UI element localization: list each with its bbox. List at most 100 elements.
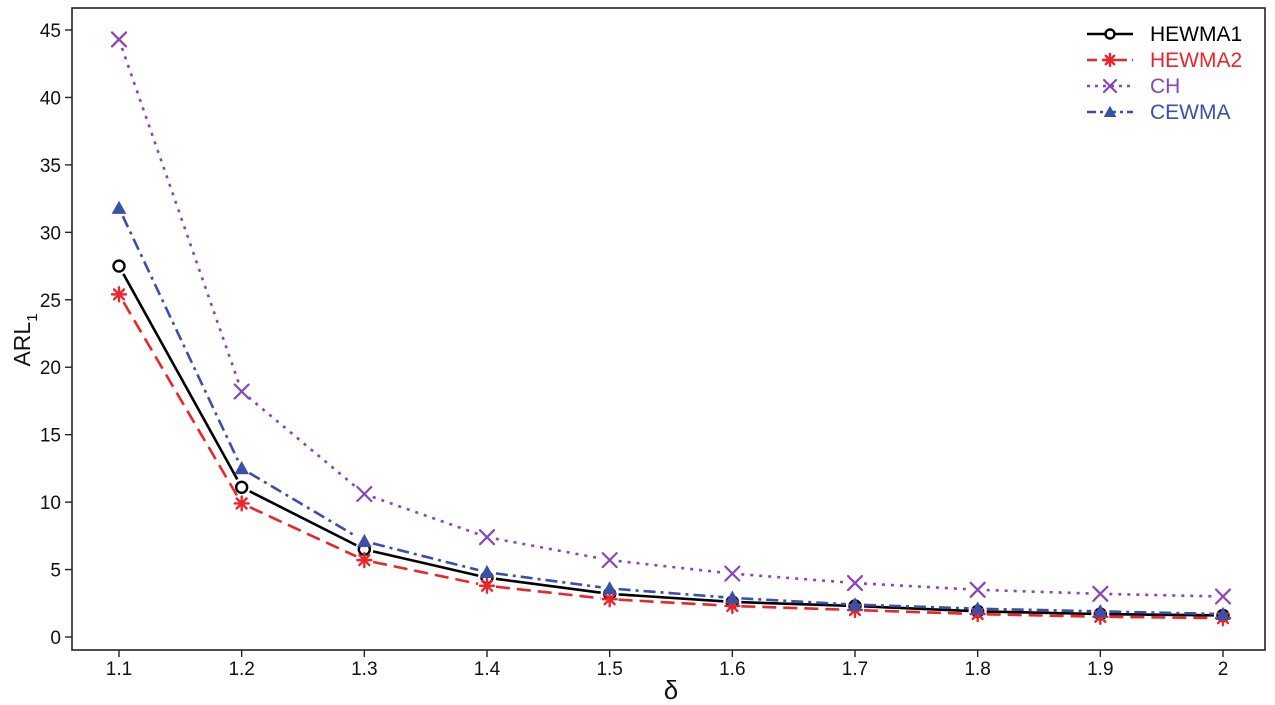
y-tick-label: 15 xyxy=(40,426,61,447)
x-tick-label: 1.1 xyxy=(106,659,132,680)
marker-x-stroke xyxy=(1092,585,1109,602)
series-segment xyxy=(121,215,240,461)
marker-x-stroke xyxy=(724,565,741,582)
marker-triangle xyxy=(356,533,372,548)
marker-x xyxy=(846,574,864,592)
series-segment xyxy=(495,585,601,600)
series-hewma1 xyxy=(112,259,1230,623)
series-segment xyxy=(863,605,969,613)
marker-x-stroke xyxy=(356,485,373,503)
marker-triangle xyxy=(724,590,740,604)
legend-label: CEWMA xyxy=(1150,101,1231,124)
x-tick-label: 1.4 xyxy=(474,659,501,680)
series-segment xyxy=(863,582,969,591)
legend-item-hewma1: HEWMA1 xyxy=(1087,23,1242,46)
marker-x xyxy=(1092,585,1109,602)
marker-x-stroke xyxy=(969,581,986,598)
series-segment xyxy=(863,609,969,616)
marker-x-stroke xyxy=(1214,588,1232,605)
x-tick-label: 1.5 xyxy=(596,659,622,680)
marker-x xyxy=(110,31,128,48)
series-segment xyxy=(248,471,358,538)
plot-frame xyxy=(71,7,1266,651)
x-tick-label: 1.8 xyxy=(964,659,990,680)
series-segment xyxy=(741,600,847,607)
x-tick-label: 2 xyxy=(1218,659,1229,680)
marker-x xyxy=(601,552,618,569)
marker-triangle xyxy=(970,601,986,615)
y-axis: 0 5 10 15 20 25 30 35 40 45 xyxy=(40,21,72,649)
y-tick-label: 40 xyxy=(40,88,61,109)
series-segment xyxy=(618,593,724,603)
marker-x xyxy=(356,485,373,503)
marker-x xyxy=(1102,78,1118,94)
series-segment xyxy=(618,559,724,574)
series-cewma xyxy=(111,200,1231,620)
marker-asterisk xyxy=(110,286,128,303)
legend-item-cewma: CEWMA xyxy=(1087,101,1231,124)
marker-x-stroke xyxy=(478,529,496,546)
legend-label: HEWMA1 xyxy=(1150,23,1242,46)
marker-asterisk-stroke xyxy=(112,288,126,301)
y-tick-label: 45 xyxy=(40,21,61,42)
y-axis-title-main: ARL xyxy=(9,322,35,367)
series-segment xyxy=(1109,610,1215,616)
legend-label: CH xyxy=(1150,75,1180,98)
series-segment xyxy=(986,588,1092,595)
marker-triangle xyxy=(234,461,250,475)
series-segment xyxy=(120,47,240,384)
plot-border xyxy=(71,7,1266,651)
series-segment xyxy=(495,577,601,594)
series-segment xyxy=(249,506,357,558)
series-segment xyxy=(986,612,1092,618)
series-segment xyxy=(372,542,479,572)
marker-open-circle xyxy=(234,480,249,494)
marker-x-stroke xyxy=(601,552,618,569)
marker-asterisk xyxy=(601,591,618,608)
x-tick-label: 1.3 xyxy=(351,659,377,680)
marker-triangle xyxy=(847,597,863,611)
series-segment xyxy=(122,301,239,497)
y-tick-label: 0 xyxy=(50,628,61,649)
series-segment xyxy=(618,587,724,599)
x-axis-title: δ xyxy=(664,675,678,705)
marker-open-circle xyxy=(112,259,126,273)
marker-x xyxy=(1214,588,1232,605)
series-segment xyxy=(618,598,724,607)
marker-x xyxy=(478,529,496,546)
series-segment xyxy=(372,550,479,577)
series-segment xyxy=(372,560,479,586)
marker-triangle xyxy=(1092,604,1108,618)
series-ch xyxy=(110,31,1232,605)
x-axis: 1.1 1.2 1.3 1.4 1.5 1.6 1.7 1.8 1.9 2 xyxy=(106,650,1229,680)
marker-x-stroke xyxy=(1102,78,1118,94)
legend-label: HEWMA2 xyxy=(1150,49,1242,72)
marker-asterisk-stroke xyxy=(603,593,616,606)
marker-asterisk xyxy=(356,551,373,569)
series-segment xyxy=(863,603,969,610)
series-layer xyxy=(110,31,1232,627)
series-segment xyxy=(1109,615,1215,620)
marker-triangle xyxy=(1215,606,1231,620)
marker-asterisk-stroke xyxy=(235,497,248,510)
marker-x xyxy=(969,581,986,598)
series-hewma2 xyxy=(110,286,1232,627)
y-tick-label: 30 xyxy=(40,223,61,244)
series-segment xyxy=(1109,612,1215,617)
marker-x-stroke xyxy=(846,574,864,592)
legend-item-hewma2: HEWMA2 xyxy=(1087,49,1242,72)
marker-asterisk xyxy=(478,577,496,594)
series-segment xyxy=(986,607,1092,613)
marker-asterisk xyxy=(233,495,250,512)
marker-open-circle xyxy=(1104,28,1116,40)
series-segment xyxy=(495,572,601,589)
legend-item-ch: CH xyxy=(1087,75,1180,98)
marker-asterisk-stroke xyxy=(1104,54,1116,66)
y-tick-label: 20 xyxy=(40,358,61,379)
series-segment xyxy=(986,610,1092,616)
marker-asterisk-stroke xyxy=(358,553,371,567)
y-axis-title: ARL1 xyxy=(9,313,41,366)
series-segment xyxy=(741,572,847,584)
series-segment xyxy=(122,273,239,481)
